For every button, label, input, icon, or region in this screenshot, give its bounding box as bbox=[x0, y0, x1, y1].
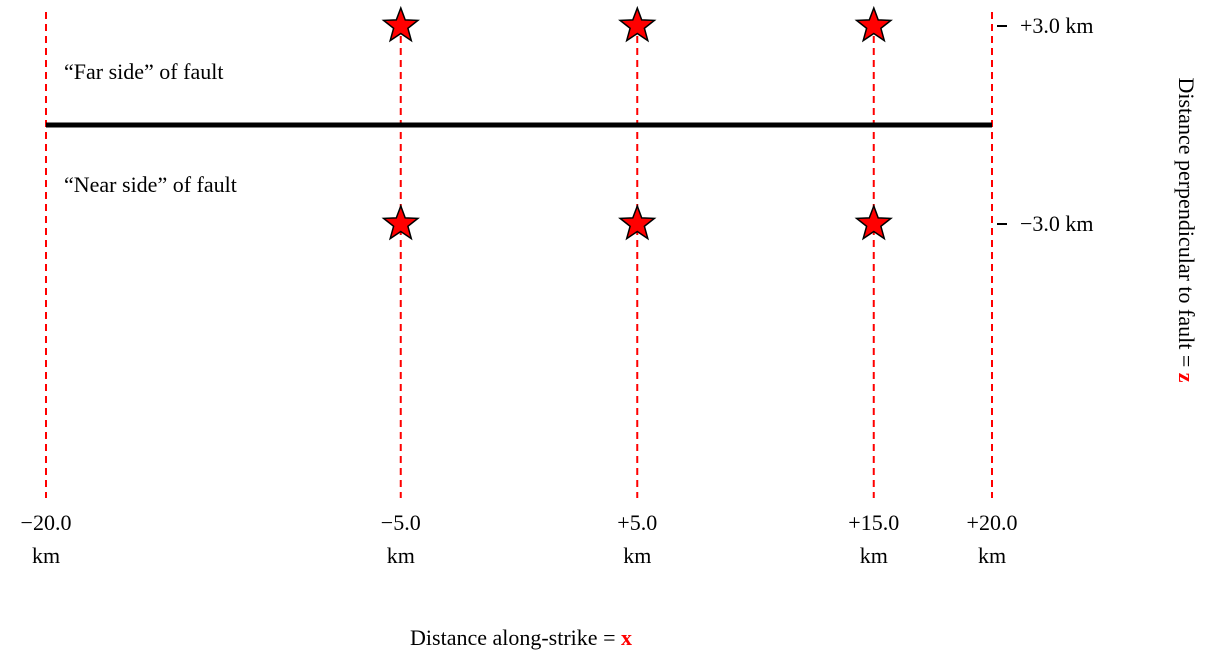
station-guide-lines bbox=[45, 12, 993, 498]
x-tick-label-0: −20.0 bbox=[21, 510, 72, 535]
x-tick-label-4: +20.0 bbox=[967, 510, 1018, 535]
x-tick-unit-1: km bbox=[387, 543, 415, 568]
z-axis-ticks: +3.0 km −3.0 km bbox=[997, 13, 1094, 236]
z-tick-label-0: +3.0 km bbox=[1020, 13, 1094, 38]
x-tick-label-1: −5.0 bbox=[381, 510, 421, 535]
station-star-icon-0 bbox=[381, 5, 420, 43]
station-star-icon-3 bbox=[381, 203, 420, 241]
x-tick-unit-4: km bbox=[978, 543, 1006, 568]
z-tick-label-1: −3.0 km bbox=[1020, 211, 1094, 236]
station-star-icon-2 bbox=[854, 5, 893, 43]
x-axis-title: Distance along-strike = x bbox=[410, 625, 632, 650]
z-axis-variable: z bbox=[1174, 373, 1199, 383]
z-axis-title-text: Distance perpendicular to fault = bbox=[1174, 77, 1199, 372]
x-tick-unit-0: km bbox=[32, 543, 60, 568]
station-star-icon-1 bbox=[618, 5, 657, 43]
x-tick-label-2: +5.0 bbox=[617, 510, 657, 535]
x-tick-unit-3: km bbox=[860, 543, 888, 568]
station-markers bbox=[381, 5, 893, 241]
station-star-icon-5 bbox=[854, 203, 893, 241]
x-axis-title-text: Distance along-strike = bbox=[410, 625, 621, 650]
x-tick-unit-2: km bbox=[623, 543, 651, 568]
z-axis-title: Distance perpendicular to fault = z bbox=[1174, 77, 1199, 382]
x-axis-tick-labels: −20.0 km −5.0 km +5.0 km +15.0 km +20.0 km bbox=[21, 510, 1018, 568]
x-tick-label-3: +15.0 bbox=[848, 510, 899, 535]
near-side-label: “Near side” of fault bbox=[64, 172, 237, 197]
x-axis-variable: x bbox=[621, 625, 632, 650]
station-star-icon-4 bbox=[618, 203, 657, 241]
far-side-label: “Far side” of fault bbox=[64, 59, 223, 84]
